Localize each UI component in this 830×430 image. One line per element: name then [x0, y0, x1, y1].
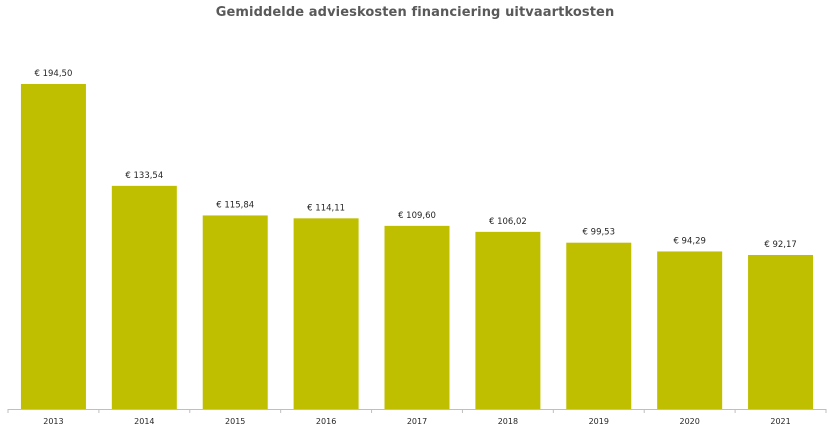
- x-tick-label-2016: 2016: [316, 417, 336, 426]
- bar-2021: [748, 254, 814, 409]
- data-label-2014: € 133,54: [125, 171, 163, 181]
- data-label-2020: € 94,29: [673, 236, 705, 246]
- data-label-2017: € 109,60: [398, 211, 436, 221]
- x-tick-label-2019: 2019: [589, 417, 609, 426]
- bar-2020: [657, 251, 723, 409]
- data-label-2021: € 92,17: [764, 240, 796, 250]
- bar-2018: [475, 231, 541, 409]
- x-tick-label-2018: 2018: [498, 417, 518, 426]
- data-label-2016: € 114,11: [307, 203, 345, 213]
- x-tick-label-2014: 2014: [134, 417, 154, 426]
- x-tick-label-2020: 2020: [679, 417, 699, 426]
- data-label-2013: € 194,50: [35, 69, 73, 79]
- bar-2016: [293, 218, 359, 409]
- data-label-2015: € 115,84: [216, 200, 254, 210]
- data-label-2019: € 99,53: [583, 228, 615, 238]
- chart-title: Gemiddelde advieskosten financiering uit…: [215, 5, 615, 20]
- bar-2015: [202, 215, 268, 409]
- bar-2014: [111, 185, 177, 409]
- bar-2013: [20, 84, 86, 409]
- x-tick-label-2017: 2017: [407, 417, 427, 426]
- bar-2017: [384, 225, 450, 409]
- data-label-2018: € 106,02: [489, 217, 527, 227]
- x-tick-label-2021: 2021: [770, 417, 790, 426]
- bar-2019: [566, 242, 632, 409]
- x-tick-label-2013: 2013: [43, 417, 63, 426]
- x-tick-label-2015: 2015: [225, 417, 245, 426]
